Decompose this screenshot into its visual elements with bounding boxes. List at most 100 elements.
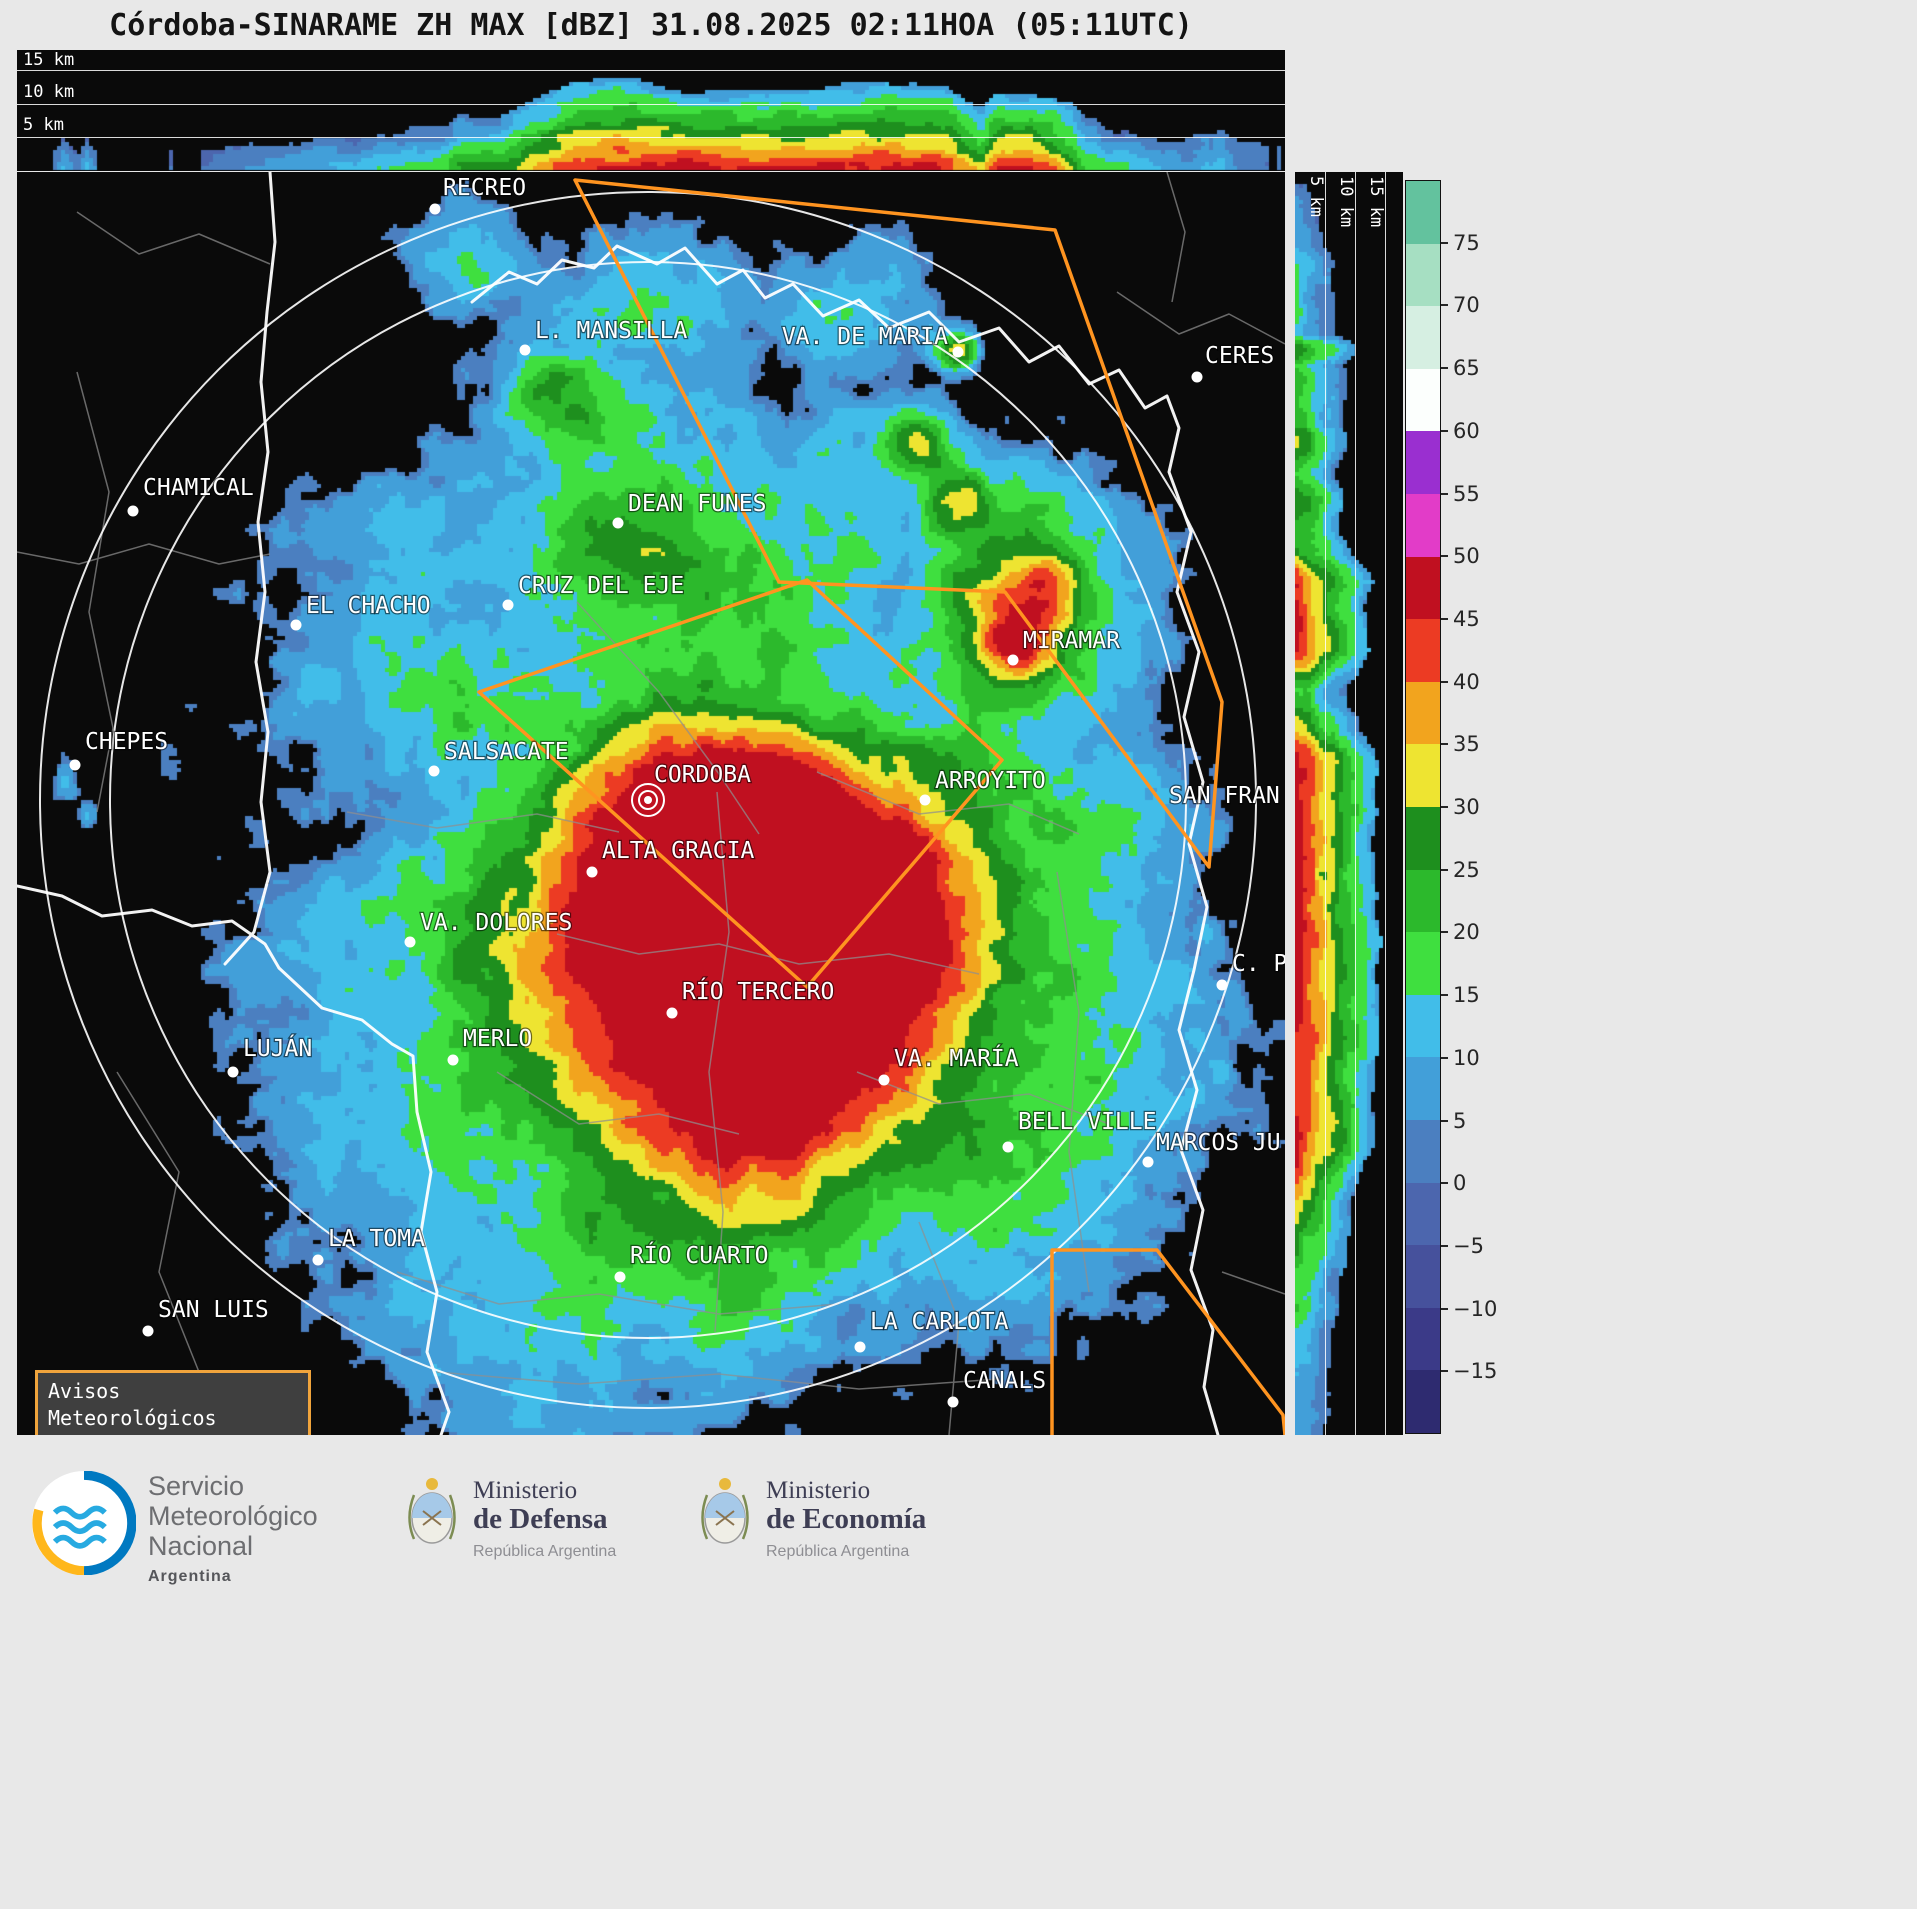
- city-label: SAN FRAN: [1169, 783, 1280, 809]
- ministry-line1: Ministerio: [766, 1477, 871, 1504]
- colorbar-segment: [1406, 181, 1440, 244]
- colorbar-tick-label: −10: [1453, 1296, 1498, 1321]
- city-label: L. MANSILLA: [535, 318, 687, 344]
- warning-box: Avisos Meteorológicos a Muy Corto Plazo: [35, 1370, 311, 1435]
- colorbar-segment: [1406, 493, 1440, 557]
- radar-site-marker: [631, 783, 665, 817]
- city-label: MARCOS JU: [1156, 1130, 1281, 1156]
- colorbar-tick-label: 0: [1453, 1171, 1467, 1196]
- city-dot: [447, 1054, 459, 1066]
- colorbar-tick-mark: [1441, 994, 1448, 997]
- city-label: RECREO: [443, 175, 526, 201]
- city-label: RÍO CUARTO: [630, 1241, 768, 1269]
- province-boundaries: [17, 172, 1220, 1435]
- city-label: CERES: [1205, 343, 1274, 369]
- city-dot: [919, 794, 931, 806]
- city-dot: [666, 1007, 678, 1019]
- colorbar-tick-mark: [1441, 931, 1448, 934]
- height-gridline: [1355, 172, 1356, 1435]
- height-label: 5 km: [23, 115, 64, 136]
- colorbar-tick-mark: [1441, 617, 1448, 620]
- city-dot: [947, 1396, 959, 1408]
- warning-box-line1: Avisos Meteorológicos: [48, 1379, 217, 1430]
- colorbar-tick-mark: [1441, 743, 1448, 746]
- city-dot: [952, 346, 964, 358]
- colorbar-segment: [1406, 1370, 1440, 1433]
- ministry-line2: de Economía: [766, 1503, 927, 1535]
- city-dot: [127, 505, 139, 517]
- city-label: VA. MARÍA: [894, 1044, 1019, 1072]
- colorbar-segment: [1406, 869, 1440, 933]
- map-overlay: RECREO L. MANSILLA VA. DE MARIA CERES CHAMIC…: [17, 172, 1285, 1435]
- colorbar-segment: [1406, 619, 1440, 682]
- height-gridline: [17, 70, 1285, 72]
- colorbar-tick-mark: [1441, 1182, 1448, 1185]
- colorbar-tick-label: 15: [1453, 983, 1480, 1008]
- colorbar-tick-label: 10: [1453, 1045, 1480, 1070]
- colorbar-tick-mark: [1441, 241, 1448, 244]
- city-dot: [502, 599, 514, 611]
- colorbar-segment: [1406, 243, 1440, 307]
- colorbar-tick-label: 5: [1453, 1108, 1467, 1133]
- colorbar-tick-label: 70: [1453, 293, 1480, 318]
- radar-reflectivity-canvas: [17, 172, 1285, 1435]
- colorbar-tick-label: −15: [1453, 1359, 1498, 1384]
- city-dot: [142, 1325, 154, 1337]
- colorbar-segment: [1406, 744, 1440, 807]
- colorbar-tick-mark: [1441, 1370, 1448, 1373]
- colorbar-segment: [1406, 368, 1440, 432]
- colorbar-segment: [1406, 932, 1440, 995]
- city-label: ALTA GRACIA: [602, 838, 754, 864]
- colorbar-segment: [1406, 1119, 1440, 1183]
- colorbar-segment: [1406, 306, 1440, 369]
- colorbar-tick-label: 75: [1453, 230, 1480, 255]
- ministry-line3: República Argentina: [766, 1543, 910, 1560]
- colorbar-tick-label: 25: [1453, 857, 1480, 882]
- height-label: 15 km: [23, 50, 75, 70]
- smn-logo-icon: [32, 1471, 136, 1575]
- city-label: DEAN FUNES: [628, 491, 766, 517]
- city-dot: [1142, 1156, 1154, 1168]
- colorbar-tick-mark: [1441, 1244, 1448, 1247]
- height-label: 10 km: [1336, 176, 1356, 228]
- city-label: MERLO: [463, 1026, 532, 1052]
- height-label: 10 km: [23, 81, 75, 102]
- height-gridline: [17, 103, 1285, 105]
- coat-of-arms-icon: [408, 1478, 456, 1544]
- smn-line3: Nacional: [148, 1531, 254, 1561]
- colorbar-tick-label: 65: [1453, 356, 1480, 381]
- colorbar-tick-mark: [1441, 1307, 1448, 1310]
- colorbar-tick-mark: [1441, 429, 1448, 432]
- city-dot: [428, 765, 440, 777]
- colorbar-tick-label: 60: [1453, 418, 1480, 443]
- smn-line2: Meteorológico: [148, 1501, 318, 1531]
- city-label: LUJÁN: [243, 1034, 312, 1062]
- city-label: ARROYITO: [935, 768, 1046, 794]
- cross-section-top-panel: 15 km 10 km 5 km: [17, 50, 1285, 171]
- colorbar: 75 70 65 60 55 50 45 40 35 30 25 20 15 10 5 0 −5 −10 −15: [1405, 180, 1497, 1434]
- coat-of-arms-icon: [701, 1478, 749, 1544]
- colorbar-tick-label: 20: [1453, 920, 1480, 945]
- city-dot: [227, 1066, 239, 1078]
- radar-ppi-panel: RECREO L. MANSILLA VA. DE MARIA CERES CHAMIC…: [17, 172, 1285, 1435]
- department-boundaries: [17, 172, 1285, 1435]
- city-dot: [404, 936, 416, 948]
- ministry-line2: de Defensa: [473, 1503, 608, 1535]
- colorbar-tick-label: −5: [1453, 1233, 1484, 1258]
- city-dot: [614, 1271, 626, 1283]
- colorbar-segment: [1406, 431, 1440, 494]
- colorbar-segment: [1406, 681, 1440, 745]
- colorbar-tick-label: 40: [1453, 669, 1480, 694]
- city-dot: [854, 1341, 866, 1353]
- city-dot: [878, 1074, 890, 1086]
- colorbar-tick-mark: [1441, 304, 1448, 307]
- ministry-line1: Ministerio: [473, 1477, 578, 1504]
- colorbar-tick-label: 35: [1453, 732, 1480, 757]
- colorbar-tick-label: 30: [1453, 795, 1480, 819]
- colorbar-tick-mark: [1441, 806, 1448, 808]
- city-label: SAN LUIS: [158, 1297, 269, 1323]
- city-label: VA. DE MARIA: [782, 324, 948, 350]
- city-dot: [586, 866, 598, 878]
- colorbar-tick-label: 50: [1453, 544, 1480, 569]
- colorbar-tick-mark: [1441, 868, 1448, 871]
